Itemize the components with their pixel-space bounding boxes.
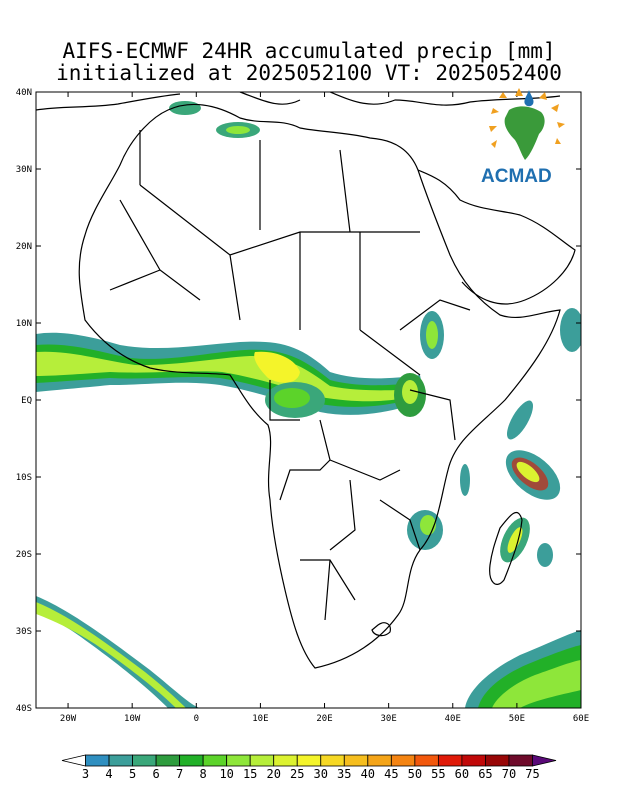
country-border [109,130,471,621]
colorbar-box [343,754,369,767]
colorbar-level-label: 10 [219,767,233,781]
colorbar-level-label: 75 [525,767,539,781]
map-title-line-2: initialized at 2025052100 VT: 2025052400 [56,61,562,85]
colorbar-box [273,754,298,767]
colorbar-level-label: 65 [478,767,492,781]
latitude-axis: 40N 30N 20N 10N EQ 10S 20S 30S 40S [16,88,581,714]
lon-tick-label: 30E [381,714,397,724]
colorbar-level-label: 15 [243,767,257,781]
colorbar-box [437,754,463,767]
precip-cell-mascarene [537,543,553,567]
colorbar-level-label: 50 [408,767,422,781]
arabia-coastline [417,169,576,305]
precip-cell-indian-ocean-core [516,461,540,483]
lon-tick-label: 40E [445,714,461,724]
precip-cell-congo-core [274,388,310,408]
precip-field [36,101,581,708]
colorbar-box [390,754,416,767]
lat-tick-label: 10N [16,319,32,329]
colorbar: 3 4 5 6 7 8 10 15 20 25 30 35 40 45 50 55 60 65 70 75 [61,754,557,781]
precip-cell-east-ocean [507,400,533,440]
colorbar-box [179,754,204,767]
colorbar-level-label: 7 [176,767,183,781]
colorbar-box [132,754,157,767]
colorbar-box [367,754,392,767]
precip-cell-ethiopia-core [426,321,438,349]
colorbar-level-label: 40 [361,767,375,781]
lat-tick-label: 10S [16,473,32,483]
precip-cell-north-africa-2-core [226,126,250,134]
lon-tick-label: 20W [60,714,77,724]
coastlines-and-borders [36,92,576,669]
colorbar-box [155,754,181,767]
precip-band-southern-ocean-core [492,660,581,708]
madagascar-coastline [489,511,523,585]
lon-tick-label: 10E [252,714,268,724]
precip-cell-somalia-coast [560,308,581,352]
lon-tick-label: 50E [509,714,525,724]
colorbar-level-label: 60 [455,767,469,781]
europe-coastline [36,92,561,111]
lat-tick-label: 30S [16,627,32,637]
precip-band-south-atlantic-core [36,602,186,708]
colorbar-level-label: 55 [431,767,445,781]
colorbar-level-label: 70 [502,767,516,781]
colorbar-box [508,754,533,767]
colorbar-level-label: 30 [314,767,328,781]
lon-tick-label: 10W [124,714,141,724]
colorbar-level-label: 8 [200,767,207,781]
africa-coastline [78,103,561,669]
lat-tick-label: 20N [16,242,32,252]
acmad-logo: ACMAD [481,88,565,187]
colorbar-level-label: 25 [290,767,304,781]
lake-outline [371,622,391,637]
colorbar-box [461,754,486,767]
precip-band-itcz-max [254,351,300,383]
colorbar-level-label: 3 [82,767,89,781]
colorbar-box [226,754,251,767]
lat-tick-label: 40N [16,88,32,98]
colorbar-box [485,754,510,767]
colorbar-box [320,754,345,767]
lat-tick-label: EQ [21,396,32,406]
lon-tick-label: 0 [194,714,199,724]
precip-cell-victoria-core [402,380,418,404]
colorbar-arrow-low [61,754,86,767]
colorbar-box [202,754,228,767]
colorbar-level-label: 20 [266,767,280,781]
precip-cell-east-ocean-2 [460,464,470,496]
colorbar-level-label: 4 [105,767,112,781]
colorbar-box [85,754,110,767]
water-drop-icon [524,90,534,107]
colorbar-box [249,754,275,767]
africa-map-logo [504,106,545,160]
map-title-line-1: AIFS-ECMWF 24HR accumulated precip [mm] [62,39,556,63]
lon-tick-label: 60E [573,714,589,724]
colorbar-level-label: 45 [384,767,398,781]
colorbar-arrow-high [532,754,557,767]
acmad-logo-text: ACMAD [481,166,552,187]
colorbar-level-label: 6 [152,767,159,781]
colorbar-box [296,754,322,767]
sun-rays-icon [489,88,565,148]
colorbar-box [108,754,133,767]
lon-tick-label: 20E [316,714,332,724]
colorbar-level-label: 35 [337,767,351,781]
longitude-axis: 20W 10W 0 10E 20E 30E 40E 50E 60E [60,92,589,724]
lat-tick-label: 40S [16,704,32,714]
colorbar-box [414,754,439,767]
lat-tick-label: 20S [16,550,32,560]
colorbar-level-label: 5 [129,767,136,781]
lat-tick-label: 30N [16,165,32,175]
precip-cell-madagascar-east-core [507,527,523,553]
